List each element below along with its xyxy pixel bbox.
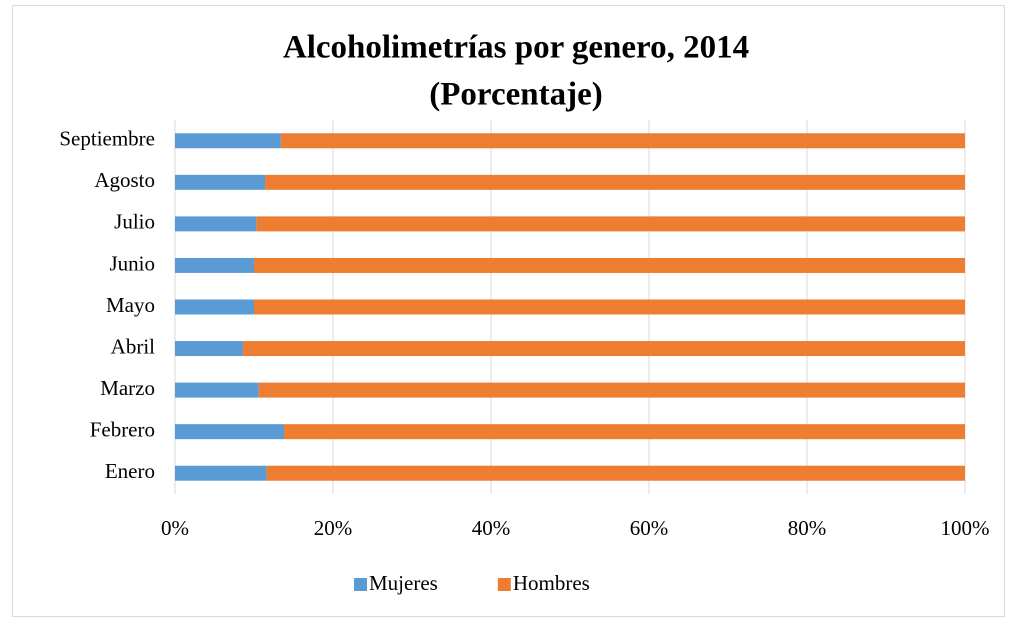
bar-segment [254,299,965,315]
chart-title: Alcoholimetrías por genero, 2014 [283,30,749,66]
legend-swatch [354,578,367,591]
y-tick-label: Agosto [94,168,155,192]
bar-segment [175,299,254,315]
chart-subtitle: (Porcentaje) [429,77,602,113]
x-tick-label: 60% [630,516,669,540]
x-tick-label: 0% [161,516,189,540]
x-tick-label: 20% [314,516,353,540]
y-tick-label: Enero [105,459,155,483]
y-tick-label: Marzo [100,376,155,400]
y-tick-label: Julio [114,210,155,234]
y-tick-label: Mayo [106,293,155,317]
y-tick-label: Abril [111,334,155,358]
y-tick-label: Febrero [90,417,155,441]
bar-segment [254,257,965,273]
bar-segment [175,257,254,273]
y-tick-label: Septiembre [59,127,155,151]
bar-segment [266,465,965,481]
bar-segment [284,424,965,440]
bar-segment [265,174,965,190]
x-tick-label: 40% [472,516,511,540]
legend-label: Hombres [513,571,590,595]
x-tick-label: 80% [788,516,827,540]
bar-segment [175,341,243,357]
bar-segment [175,382,259,398]
legend-swatch [497,578,511,591]
bar-segment [280,133,965,149]
x-tick-label: 100% [941,516,990,540]
bar-segment [175,133,281,149]
legend-label: Mujeres [369,571,438,595]
bar-segment [256,216,965,232]
bar-segment [242,341,965,357]
bar-segment [175,465,267,481]
bar-segment [175,424,285,440]
bar-segment [258,382,965,398]
y-tick-label: Junio [109,251,155,275]
bar-segment [175,174,266,190]
bar-segment [175,216,257,232]
